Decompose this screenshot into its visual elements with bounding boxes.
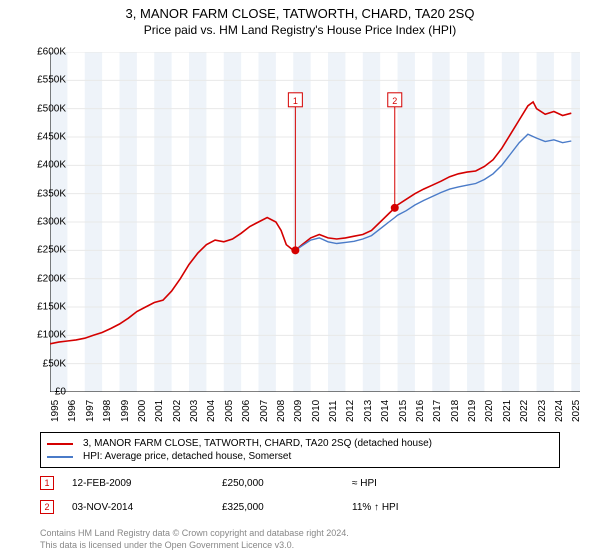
x-tick-label: 2023	[537, 400, 548, 422]
x-tick-label: 1997	[85, 400, 96, 422]
marker-badge: 2	[40, 500, 54, 514]
legend-box: 3, MANOR FARM CLOSE, TATWORTH, CHARD, TA…	[40, 432, 560, 468]
legend-row: 3, MANOR FARM CLOSE, TATWORTH, CHARD, TA…	[47, 437, 553, 450]
legend-swatch	[47, 443, 73, 445]
tx-diff: 11% ↑ HPI	[352, 502, 482, 513]
x-tick-label: 2015	[398, 400, 409, 422]
transaction-row: 1 12-FEB-2009 £250,000 ≈ HPI	[40, 476, 560, 490]
x-tick-label: 2001	[154, 400, 165, 422]
y-tick-label: £500K	[37, 103, 66, 114]
x-tick-label: 1995	[50, 400, 61, 422]
tx-price: £250,000	[222, 478, 352, 489]
legend-row: HPI: Average price, detached house, Some…	[47, 450, 553, 463]
x-tick-label: 2002	[172, 400, 183, 422]
tx-price: £325,000	[222, 502, 352, 513]
x-tick-label: 2010	[311, 400, 322, 422]
x-tick-label: 2012	[345, 400, 356, 422]
x-tick-label: 2000	[137, 400, 148, 422]
x-tick-label: 2008	[276, 400, 287, 422]
footer-line: This data is licensed under the Open Gov…	[40, 540, 560, 552]
x-tick-label: 1996	[67, 400, 78, 422]
legend-label: 3, MANOR FARM CLOSE, TATWORTH, CHARD, TA…	[83, 438, 432, 449]
x-tick-label: 2011	[328, 400, 339, 422]
x-tick-label: 2019	[467, 400, 478, 422]
y-tick-label: £550K	[37, 75, 66, 86]
y-tick-label: £400K	[37, 160, 66, 171]
legend-label: HPI: Average price, detached house, Some…	[83, 451, 291, 462]
y-tick-label: £450K	[37, 132, 66, 143]
y-tick-label: £100K	[37, 330, 66, 341]
x-tick-label: 2021	[502, 400, 513, 422]
marker-badge: 1	[40, 476, 54, 490]
svg-text:1: 1	[293, 96, 298, 106]
x-tick-label: 2014	[380, 400, 391, 422]
x-tick-label: 2003	[189, 400, 200, 422]
chart-subtitle: Price paid vs. HM Land Registry's House …	[0, 21, 600, 37]
y-tick-label: £150K	[37, 302, 66, 313]
x-tick-label: 1998	[102, 400, 113, 422]
x-tick-label: 1999	[120, 400, 131, 422]
y-tick-label: £50K	[43, 358, 66, 369]
x-tick-label: 2017	[432, 400, 443, 422]
x-tick-label: 2013	[363, 400, 374, 422]
x-tick-label: 2022	[519, 400, 530, 422]
x-tick-label: 2018	[450, 400, 461, 422]
y-tick-label: £600K	[37, 47, 66, 58]
chart-title: 3, MANOR FARM CLOSE, TATWORTH, CHARD, TA…	[0, 0, 600, 21]
tx-date: 12-FEB-2009	[54, 478, 222, 489]
x-tick-label: 2006	[241, 400, 252, 422]
tx-date: 03-NOV-2014	[54, 502, 222, 513]
x-tick-label: 2020	[484, 400, 495, 422]
tx-diff: ≈ HPI	[352, 478, 482, 489]
x-tick-label: 2007	[259, 400, 270, 422]
chart-svg: 12	[50, 52, 580, 392]
legend-swatch	[47, 456, 73, 458]
x-tick-label: 2009	[293, 400, 304, 422]
y-tick-label: £0	[55, 387, 66, 398]
transaction-row: 2 03-NOV-2014 £325,000 11% ↑ HPI	[40, 500, 560, 514]
x-tick-label: 2004	[206, 400, 217, 422]
svg-text:2: 2	[392, 96, 397, 106]
y-tick-label: £350K	[37, 188, 66, 199]
y-tick-label: £250K	[37, 245, 66, 256]
y-tick-label: £300K	[37, 217, 66, 228]
x-tick-label: 2016	[415, 400, 426, 422]
footer-line: Contains HM Land Registry data © Crown c…	[40, 528, 560, 540]
chart-plot-area: 12	[50, 52, 580, 392]
y-tick-label: £200K	[37, 273, 66, 284]
x-tick-label: 2024	[554, 400, 565, 422]
x-tick-label: 2005	[224, 400, 235, 422]
x-tick-label: 2025	[571, 400, 582, 422]
footer-attribution: Contains HM Land Registry data © Crown c…	[40, 528, 560, 551]
